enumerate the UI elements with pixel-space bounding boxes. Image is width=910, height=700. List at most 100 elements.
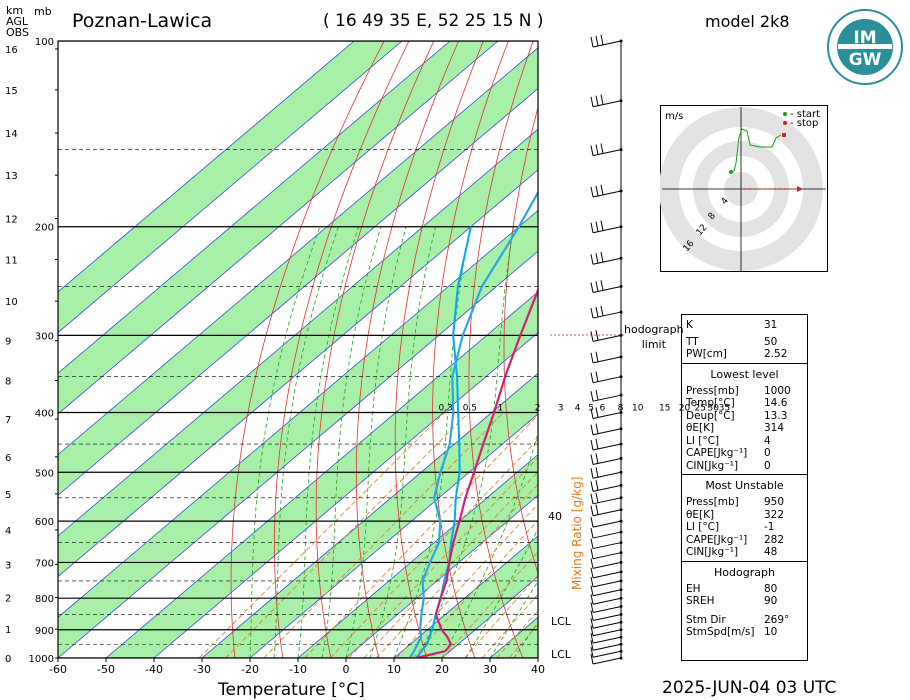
index-row: Press[mb] 950 [686,496,785,508]
height-tick-label: 9 [5,337,11,348]
general-indices: K 31 TT 50 PW[cm] 2.52 [682,315,807,364]
wind-barb-flag [595,95,599,106]
index-row: Temp[°C] 14.6 [686,397,788,409]
wind-barb [592,561,622,569]
pressure-tick-label: 1000 [29,654,54,665]
wind-barb-flag [590,594,594,605]
wind-barb-flag [590,602,594,613]
index-row: TT 50 [686,335,778,348]
hodograph-title: Hodograph [714,565,775,579]
wind-barb-flag [590,625,594,636]
wind-barb [592,636,622,644]
dry-adiabat [831,41,910,658]
index-row: PW[cm] 2.52 [686,348,788,360]
hodo-trace [730,128,782,173]
model-label: model 2k8 [705,12,790,31]
wind-barb-flag [590,307,594,319]
pressure-tick-label: 600 [35,517,54,528]
wind-barb-flag [590,145,594,156]
wind-barb-flag [590,222,594,233]
mb-label: mb [34,5,52,18]
hodograph-section: Hodograph EH 80 SREH 90 Stm Dir 269° StmSpd… [682,562,807,641]
height-tick-label: 7 [5,415,11,426]
wind-barb-flag [590,391,594,402]
wind-barb-flag [590,585,594,596]
isotherm-band [58,47,538,496]
hodo-legend-stop: - stop [790,118,818,129]
wind-barb-flag [595,453,599,464]
wind-barb-flag [595,351,599,362]
axes: 1002003004005006007008009001000012345678… [5,37,545,676]
mixing-ratio-labels: 0.30.51234568101520253035 [439,404,731,414]
hodo-stop-dot [783,121,787,125]
wind-barb [592,571,622,579]
hodo-arrow [797,186,803,192]
pressure-tick-label: 900 [35,626,54,637]
wind-barb [592,257,622,265]
index-row: CAPE[Jkg⁻¹] 0 [686,447,771,459]
wind-barb-flag [590,331,594,342]
isotherm-line [58,87,538,496]
height-tick-label: 11 [5,255,18,266]
wind-barb [592,334,622,342]
mixing-ratio-tick: 2 [535,404,541,414]
isotherm-line [58,41,355,293]
index-row: CIN[Jkg⁻¹] 0 [686,459,771,472]
isotherm-line [393,535,538,658]
isotherm-line [345,494,538,658]
dry-adiabat [881,41,910,658]
wind-barb-flag [590,653,594,665]
mixing-ratio-line [304,414,538,658]
wind-barb [592,411,622,419]
moist-adiabat [297,226,359,658]
mixing-ratio-tick: 6 [600,404,606,414]
wind-barb-flag [590,647,594,658]
hodo-start-dot [783,112,787,116]
wind-barb-flag [590,517,594,528]
isotherm-line [58,41,403,334]
wind-barb [592,190,622,198]
index-row: CIN[Jkg⁻¹] 48 [686,546,778,558]
wind-barb-flag [595,371,599,382]
mixing-ratio-tick: 1 [498,404,504,414]
wind-barb-flag [590,640,594,651]
wind-barb [592,650,622,658]
isotherm-line [297,454,538,658]
wind-barb [592,428,622,436]
pressure-tick-label: 500 [35,468,54,479]
wind-barb [592,149,622,157]
wind-barb [592,520,622,528]
wind-barb-flag [600,184,604,195]
wind-barb [592,484,622,492]
x-tick-label: -60 [49,663,67,676]
height-tick-label: 1 [5,625,11,636]
x-axis-title: Temperature [°C] [217,680,365,700]
wind-barb-flag [590,454,594,465]
wind-barb [592,497,622,505]
mixing-ratio-tick: 25 [695,404,706,414]
moist-adiabat [273,226,339,658]
index-row: θE[K] 314 [686,422,785,434]
mixing-ratio-tick: 3 [558,404,564,414]
wind-barb-flag [595,221,599,232]
wind-barb-flag [590,254,594,265]
mixing-ratio-tick: 0.5 [463,404,477,414]
wind-barb-flag [600,251,604,263]
height-tick-label: 16 [5,45,18,56]
lowest-level-title: Lowest level [710,367,779,381]
pressure-tick-label: 200 [35,223,54,234]
isotherm-line [201,372,538,658]
height-tick-label: 8 [5,376,11,387]
wind-barb-flag [600,220,604,231]
mixing-ratio-tick: 15 [659,404,670,414]
index-row: EH 80 [686,582,778,595]
grid-lines [58,41,910,658]
mixing-ratio-tick: 0.3 [439,404,453,414]
wind-barb [592,605,622,613]
mixing-ratio-tick: 4 [575,404,581,414]
wind-barb-flag [600,305,604,316]
wind-barb-flag [590,424,594,435]
wind-barbs [590,34,623,665]
wind-barb-flag [595,35,599,46]
